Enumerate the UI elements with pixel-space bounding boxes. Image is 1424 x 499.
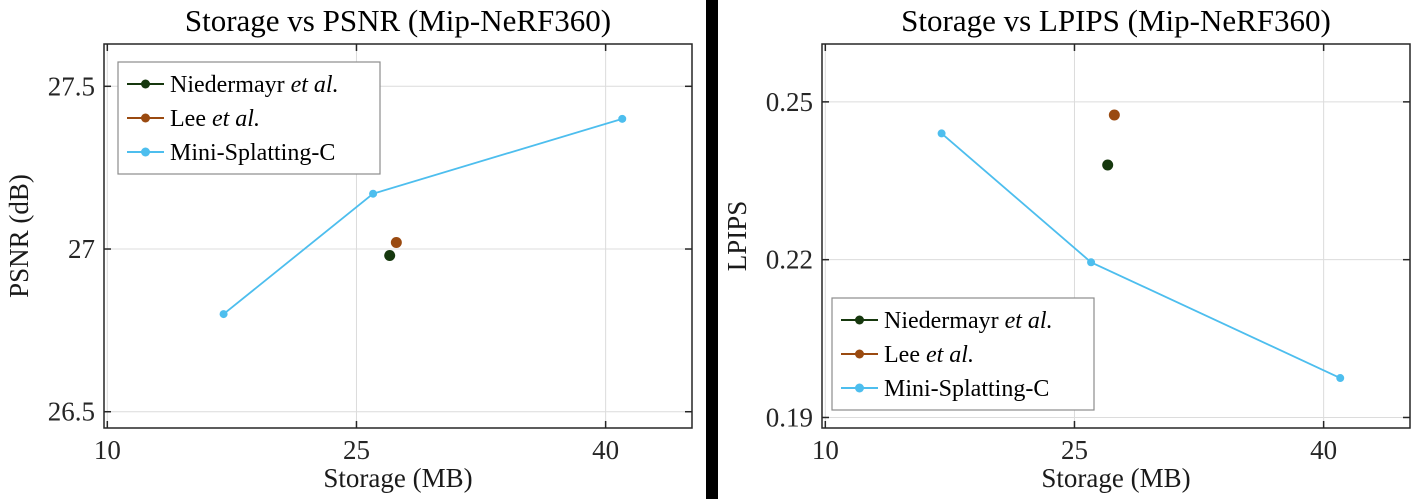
x-tick-label: 10 [812,435,839,465]
legend-label: Mini-Splatting-C [170,140,335,166]
data-point [1336,374,1345,383]
y-tick-label: 0.22 [766,245,813,275]
legend-label: Lee et al. [170,106,260,132]
chart-plot-area: 10 25 40 26.5 27 27.5 Niedermayr et al. Lee et … [48,43,693,465]
legend-marker [141,147,150,157]
data-point [1108,109,1120,121]
y-tick-label: 27.5 [48,71,95,101]
chart-title: Storage vs PSNR (Mip-NeRF360) [185,3,611,38]
legend-marker [141,113,150,123]
y-tick-label: 0.19 [766,402,813,432]
data-point [1087,258,1096,267]
tick-marks [104,44,692,428]
legend-label: Mini-Splatting-C [884,376,1049,402]
legend-marker [855,315,864,325]
legend-entry: Lee et al. [127,106,260,132]
legend-entry: Niedermayr et al. [841,308,1053,334]
legend: Niedermayr et al. Lee et al. Mini-Splattin… [831,297,1095,411]
panel-divider [706,0,718,499]
chart-plot-area: 10 25 40 0.19 0.22 0.25 Niedermayr et al. Lee e… [766,43,1411,465]
data-point [390,237,402,249]
chart-storage-vs-lpips: 10 25 40 0.19 0.22 0.25 Niedermayr et al. Lee e… [718,0,1424,499]
axes-box [821,43,1411,429]
data-point [384,250,396,262]
legend-marker [855,383,864,393]
x-tick-label: 10 [94,435,121,465]
axes-box [103,43,693,429]
y-axis-label: PSNR (dB) [4,174,34,298]
x-tick-label: 40 [592,435,619,465]
x-axis-label: Storage (MB) [323,463,472,493]
legend-label: Niedermayr et al. [170,72,339,98]
legend-label: Niedermayr et al. [884,308,1053,334]
legend-marker [141,79,150,89]
y-tick-label: 26.5 [48,397,95,427]
legend-label: Lee et al. [884,342,974,368]
legend-entry: Niedermayr et al. [127,72,339,98]
series-niedermayr-et-al- [1102,159,1114,171]
y-tick-label: 0.25 [766,87,813,117]
legend-entry: Mini-Splatting-C [841,376,1049,402]
series-lee-et-al- [1108,109,1120,121]
tick-marks [822,44,1410,428]
legend-marker [855,349,864,359]
x-tick-label: 25 [1061,435,1088,465]
chart-storage-vs-psnr: 10 25 40 26.5 27 27.5 Niedermayr et al. Lee et … [0,0,706,499]
legend-entry: Mini-Splatting-C [127,140,335,166]
data-point [618,114,627,123]
y-tick-label: 27 [68,234,95,264]
x-axis-label: Storage (MB) [1041,463,1190,493]
x-tick-label: 25 [343,435,370,465]
series-niedermayr-et-al- [384,250,396,262]
series-mini-splatting-c [219,114,627,319]
data-point [937,129,946,138]
x-tick-label: 40 [1310,435,1337,465]
legend: Niedermayr et al. Lee et al. Mini-Splattin… [117,61,381,175]
series-mini-splatting-c [937,129,1345,383]
legend-entry: Lee et al. [841,342,974,368]
data-point [1102,159,1114,171]
series-lee-et-al- [390,237,402,249]
chart-title: Storage vs LPIPS (Mip-NeRF360) [901,3,1331,38]
data-point [219,310,228,319]
data-point [369,189,378,198]
y-axis-label: LPIPS [722,201,752,272]
